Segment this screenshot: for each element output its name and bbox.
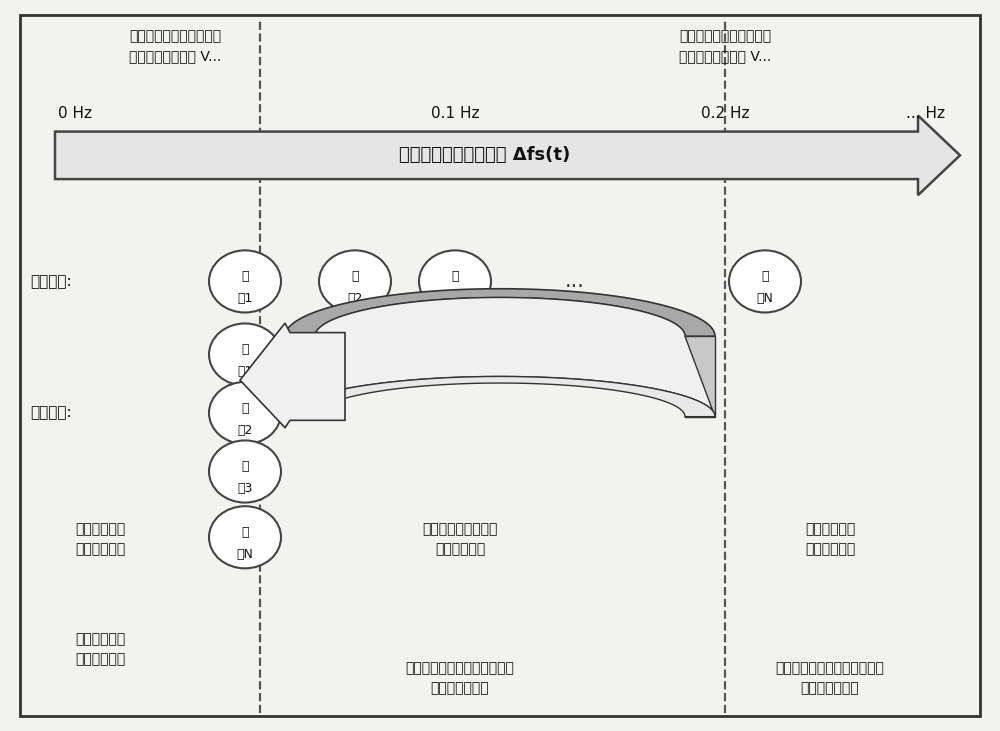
Text: 调N: 调N — [237, 548, 253, 561]
Polygon shape — [685, 336, 715, 417]
Text: 变频空调群参与电力系统
调频的阈值最小值 V...: 变频空调群参与电力系统 调频的阈值最小值 V... — [129, 29, 221, 63]
Text: 调3: 调3 — [237, 482, 253, 496]
Text: 变频空调全部
参与系统调频: 变频空调全部 参与系统调频 — [805, 523, 855, 556]
Text: 调2: 调2 — [347, 292, 363, 306]
Text: ...: ... — [565, 271, 585, 292]
Ellipse shape — [209, 382, 281, 444]
Text: 已经参与系统调频的变频空调
不退出系统调频: 已经参与系统调频的变频空调 不退出系统调频 — [406, 662, 514, 695]
Text: 空: 空 — [241, 401, 249, 414]
Text: 电力系统实际频率偏差 Δfs(t): 电力系统实际频率偏差 Δfs(t) — [399, 146, 571, 164]
Text: 空: 空 — [351, 270, 359, 283]
Text: 空: 空 — [241, 526, 249, 539]
Text: 空: 空 — [241, 460, 249, 473]
Text: 调3: 调3 — [447, 292, 463, 306]
Text: 空: 空 — [451, 270, 459, 283]
Ellipse shape — [209, 506, 281, 569]
Text: 调1: 调1 — [237, 292, 253, 306]
Polygon shape — [240, 323, 345, 428]
Text: 退出时刻:: 退出时刻: — [30, 406, 72, 420]
Text: 调2: 调2 — [237, 424, 253, 437]
Text: 变频空调全部
退出系统调频: 变频空调全部 退出系统调频 — [75, 632, 125, 666]
Ellipse shape — [209, 250, 281, 313]
Text: ... Hz: ... Hz — [906, 106, 944, 121]
Text: 空: 空 — [241, 343, 249, 356]
Text: 没有变频空调
参与系统调频: 没有变频空调 参与系统调频 — [75, 523, 125, 556]
Ellipse shape — [209, 440, 281, 503]
Text: 调N: 调N — [757, 292, 773, 306]
Text: 已经参与系统调频的变频空调
不退出系统调频: 已经参与系统调频的变频空调 不退出系统调频 — [776, 662, 884, 695]
Text: 0.1 Hz: 0.1 Hz — [431, 106, 479, 121]
Ellipse shape — [319, 250, 391, 313]
Text: 空: 空 — [761, 270, 769, 283]
Ellipse shape — [419, 250, 491, 313]
Text: 0 Hz: 0 Hz — [58, 106, 92, 121]
Text: 逐渐有更多变频空调
参与系统调频: 逐渐有更多变频空调 参与系统调频 — [422, 523, 498, 556]
Polygon shape — [55, 115, 960, 195]
Text: 变频空调群参与电力系统
调频的阈值最大值 V...: 变频空调群参与电力系统 调频的阈值最大值 V... — [679, 29, 771, 63]
Text: 调1: 调1 — [237, 366, 253, 379]
Polygon shape — [285, 298, 715, 417]
Text: 空: 空 — [241, 270, 249, 283]
Ellipse shape — [729, 250, 801, 313]
Polygon shape — [285, 289, 715, 336]
Ellipse shape — [209, 323, 281, 386]
Text: 0.2 Hz: 0.2 Hz — [701, 106, 749, 121]
Text: 参与时刻:: 参与时刻: — [30, 274, 72, 289]
Polygon shape — [285, 376, 715, 417]
